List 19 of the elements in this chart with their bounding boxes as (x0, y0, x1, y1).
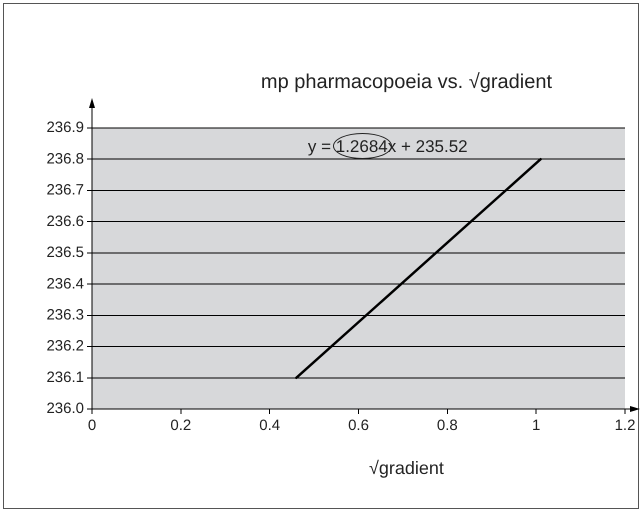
x-tick-label: 1.2 (614, 417, 636, 434)
y-tick-label: 236.7 (46, 182, 84, 199)
y-tick-label: 236.0 (46, 400, 84, 418)
y-tick-label: 236.1 (46, 368, 84, 386)
x-tick-label: 0 (88, 417, 96, 434)
y-tick-label: 236.2 (46, 338, 84, 355)
chart-title: mp pharmacopoeia vs. √gradient (260, 71, 552, 93)
x-tick-label: 0.2 (170, 417, 192, 434)
y-tick-label: 236.9 (46, 119, 84, 136)
x-tick-label: 1 (532, 417, 540, 434)
y-tick-label: 236.8 (46, 150, 84, 168)
y-tick-label: 236.4 (46, 275, 84, 292)
x-tick-label: 0.6 (348, 417, 369, 434)
x-tick-label: 0.8 (436, 417, 458, 434)
x-tick-label: 0.4 (259, 417, 280, 434)
y-tick-label: 236.3 (46, 306, 84, 324)
y-tick-label: 236.5 (46, 244, 84, 262)
x-axis-title: √gradient (369, 458, 444, 478)
y-tick-label: 236.6 (46, 212, 84, 230)
